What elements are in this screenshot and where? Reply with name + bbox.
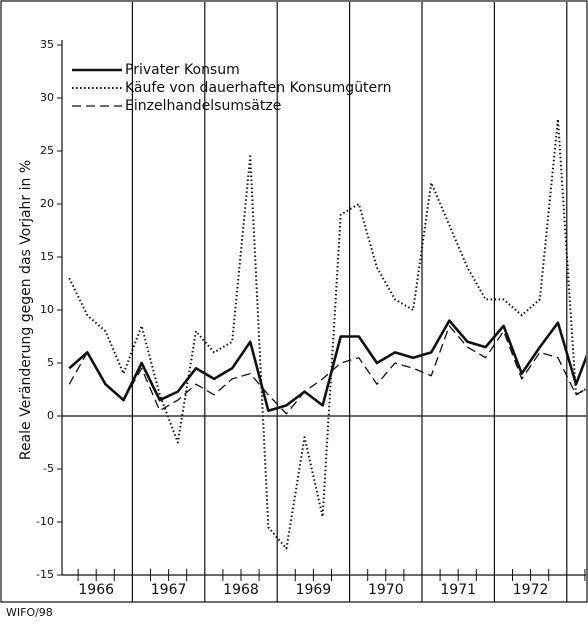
y-tick-label: -5: [43, 462, 54, 475]
y-tick-label: 10: [40, 303, 54, 316]
y-tick-label: 0: [47, 409, 54, 422]
y-tick-label: -15: [36, 568, 54, 581]
series-line: [68, 118, 586, 550]
x-tick-label: 1971: [440, 582, 476, 598]
series-line: [68, 319, 586, 413]
x-tick-label: 1968: [223, 582, 259, 598]
y-tick-label: 20: [40, 197, 54, 210]
series-line: [68, 325, 586, 415]
y-tick-label: 30: [40, 91, 54, 104]
y-tick-label: 25: [40, 144, 54, 157]
x-tick-label: 1972: [513, 582, 549, 598]
source: WIFO/98: [6, 606, 53, 619]
legend-label: Privater Konsum: [125, 62, 240, 78]
legend-label: Einzelhandelsumsätze: [125, 98, 281, 114]
y-tick-label: 15: [40, 250, 54, 263]
x-tick-label: 1970: [368, 582, 404, 598]
y-tick-label: 5: [47, 356, 54, 369]
y-tick-label: 35: [40, 38, 54, 51]
x-tick-label: 1969: [296, 582, 332, 598]
plot-area: [68, 118, 586, 550]
y-axis-label: Reale Veränderung gegen das Vorjahr in %: [18, 160, 34, 460]
frame: [0, 0, 588, 603]
x-tick-label: 1966: [78, 582, 114, 598]
x-tick-label: 1967: [151, 582, 187, 598]
legend-label: Käufe von dauerhaften Konsumgütern: [125, 80, 392, 96]
y-tick-label: -10: [36, 515, 54, 528]
